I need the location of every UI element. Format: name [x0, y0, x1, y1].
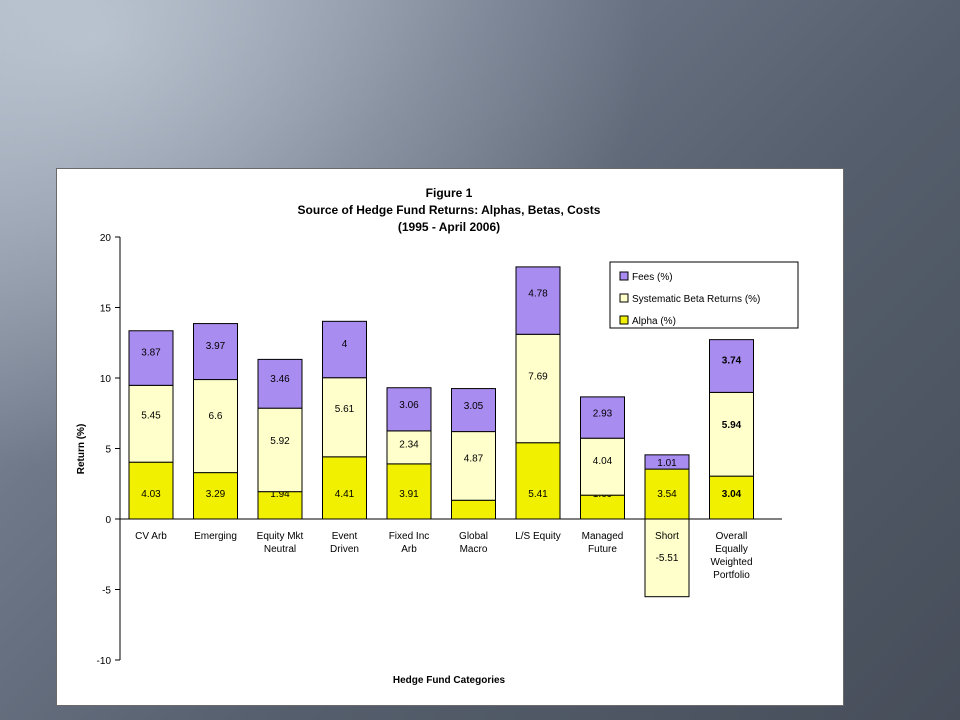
bar-segment	[386, 463, 432, 520]
bar-segment	[580, 396, 625, 439]
chart-title-line: (1995 - April 2006)	[398, 220, 500, 234]
bar-segment	[644, 468, 690, 520]
bar-segment	[322, 456, 367, 520]
category-label: Neutral	[264, 544, 296, 555]
data-label: 7.69	[528, 371, 548, 382]
data-label: 2.93	[593, 409, 613, 420]
legend-swatch	[619, 293, 629, 303]
data-label: 4.41	[335, 489, 355, 500]
data-label: 5.41	[528, 489, 548, 500]
legend-swatch	[619, 315, 629, 325]
data-label: 3.06	[399, 400, 419, 411]
data-label: 5.94	[722, 420, 742, 431]
category-label: Event	[332, 531, 358, 542]
data-label: -5.51	[656, 553, 679, 564]
bar-segment	[515, 266, 561, 335]
chart-bars: 4.03 5.45 3.87 3.29 6.6 3.97 1.94 5.92 3.46 4.41 5…	[128, 266, 754, 598]
category-label: Short	[655, 531, 679, 542]
bar-segment	[580, 437, 625, 496]
data-label: 4.03	[141, 489, 161, 500]
data-label: 5.92	[270, 436, 290, 447]
data-label: 3.87	[141, 348, 161, 359]
data-label: 1.94	[270, 489, 290, 500]
category-label: Fixed Inc	[389, 531, 430, 542]
bar-segment	[644, 454, 690, 470]
bar-segment	[451, 499, 496, 520]
category-label: Weighted	[710, 557, 752, 568]
stacked-bar-chart: Figure 1 Source of Hedge Fund Returns: Al…	[76, 186, 799, 686]
bar-segment	[128, 330, 174, 386]
legend-label: Alpha (%)	[632, 316, 676, 327]
bar-segment	[193, 323, 238, 381]
bar-segment	[451, 431, 496, 501]
y-tick-label: 20	[100, 233, 112, 244]
y-axis-title: Return (%)	[76, 424, 87, 475]
category-label: Managed	[582, 531, 624, 542]
category-label: Equally	[715, 544, 748, 555]
data-label: 3.97	[206, 341, 226, 352]
category-labels: CV Arb Emerging Equity Mkt Neutral Event Driv…	[135, 531, 752, 581]
category-label: Emerging	[194, 531, 237, 542]
bar-segment	[451, 388, 496, 433]
chart-legend: Fees (%) Systematic Beta Returns (%) Alpha…	[609, 261, 799, 329]
legend-swatch	[619, 271, 629, 281]
data-label: 4.87	[464, 454, 484, 465]
y-tick-label: 5	[105, 445, 111, 456]
bar-segment	[193, 472, 238, 520]
y-tick-label: 10	[100, 374, 112, 385]
chart-title-line: Figure 1	[426, 186, 473, 200]
chart-panel: Figure 1 Source of Hedge Fund Returns: Al…	[56, 168, 844, 706]
data-label: 3.74	[722, 356, 742, 367]
data-label: 4.04	[593, 456, 613, 467]
y-tick-label: -10	[97, 656, 112, 667]
data-label: 3.04	[722, 489, 742, 500]
legend-box	[609, 261, 799, 329]
data-label: 2.34	[399, 439, 419, 450]
bar-segment	[386, 430, 432, 465]
category-label: Portfolio	[713, 570, 750, 581]
y-tick-label: 15	[100, 304, 112, 315]
bar-segment	[128, 384, 174, 463]
data-label: 3.54	[657, 489, 677, 500]
category-label: CV Arb	[135, 531, 167, 542]
bar-segment	[386, 387, 432, 432]
bar-segment	[128, 461, 174, 520]
bar-segment	[709, 339, 754, 393]
y-tick-label: 0	[105, 515, 111, 526]
legend-label: Fees (%)	[632, 272, 673, 283]
x-axis-title: Hedge Fund Categories	[393, 675, 506, 686]
data-label: 3.91	[399, 489, 419, 500]
category-label: Future	[588, 544, 617, 555]
bar-segment	[515, 442, 561, 520]
data-label: 3.05	[464, 401, 484, 412]
bar-segment	[322, 377, 367, 458]
data-label: 3.29	[206, 489, 226, 500]
category-label: Equity Mkt	[257, 531, 304, 542]
category-label: Global	[459, 531, 488, 542]
category-label: Macro	[460, 544, 488, 555]
bar-segment	[515, 333, 561, 444]
legend-label: Systematic Beta Returns (%)	[632, 294, 760, 305]
bar-segment	[644, 518, 690, 598]
bar-segment	[709, 391, 754, 477]
category-label: Driven	[330, 544, 359, 555]
data-label: 1.01	[657, 458, 677, 469]
bar-segment	[193, 379, 238, 474]
chart-title: Figure 1 Source of Hedge Fund Returns: Al…	[298, 186, 601, 234]
y-tick-label: -5	[102, 586, 111, 597]
chart-title-line: Source of Hedge Fund Returns: Alphas, Be…	[298, 203, 601, 217]
data-label: 4	[342, 339, 348, 350]
data-label: 4.78	[528, 289, 548, 300]
category-label: Arb	[401, 544, 417, 555]
bar-segment	[257, 407, 303, 493]
data-label: 3.46	[270, 374, 290, 385]
data-label: 6.6	[209, 411, 223, 422]
category-label: Overall	[716, 531, 748, 542]
bar-segment	[257, 358, 303, 409]
category-label: L/S Equity	[515, 531, 561, 542]
data-label: 5.61	[335, 404, 355, 415]
data-label: 5.45	[141, 411, 161, 422]
bar-segment	[322, 320, 367, 379]
